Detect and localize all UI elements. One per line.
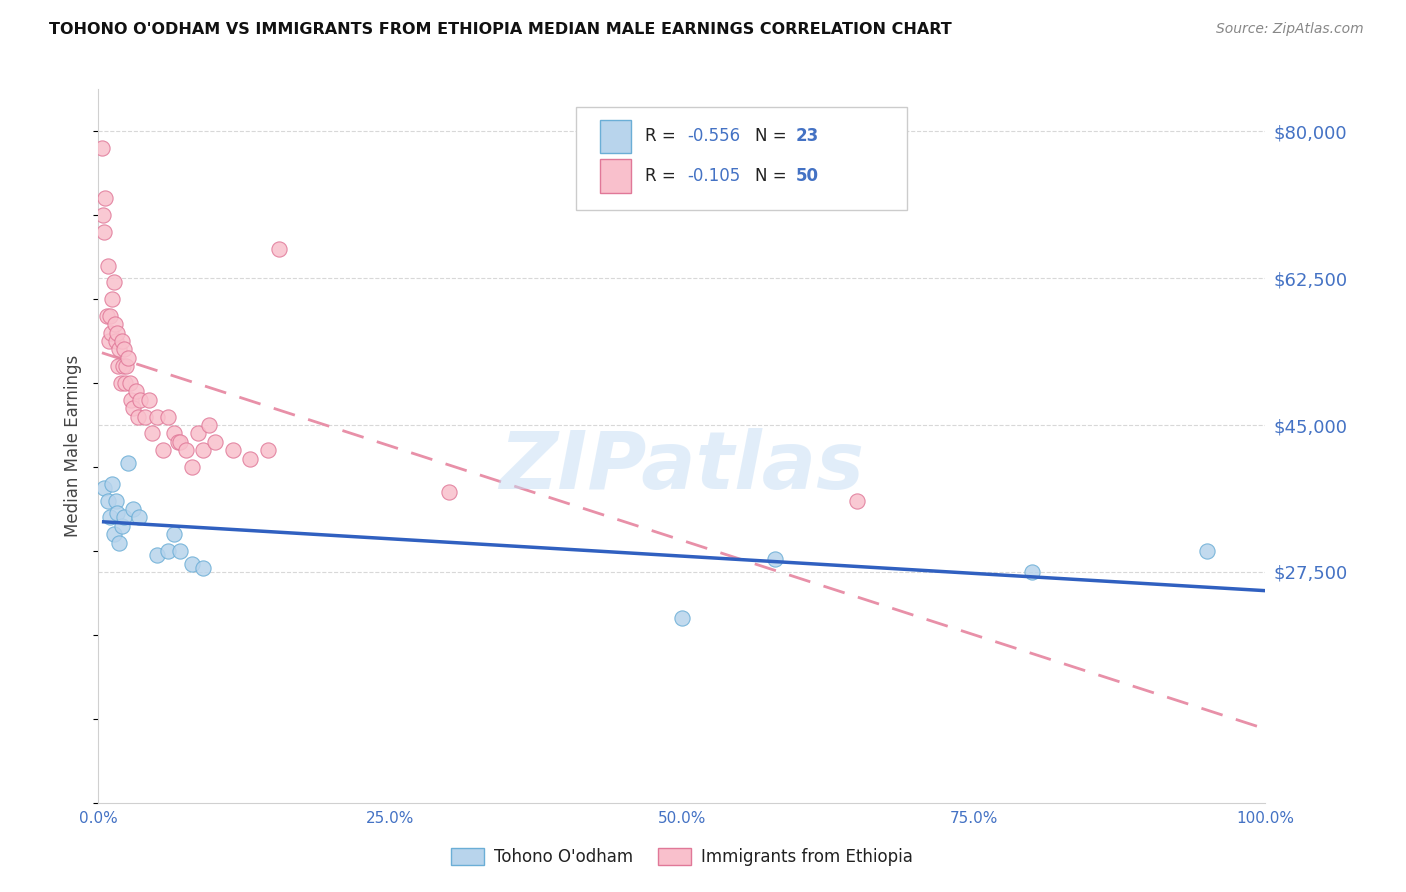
Point [103,527,125,541]
Point [104,334,127,348]
Point [141,426,163,441]
Point [1195,544,1218,558]
Text: R =: R = [645,128,682,145]
Point [193,560,215,574]
Point [134,409,156,424]
Point [198,417,221,432]
Point [163,527,186,541]
Point [120,392,142,407]
Point [105,506,128,520]
Text: N =: N = [755,128,792,145]
Point [127,409,149,424]
Point [112,510,135,524]
Point [117,456,139,470]
Point [91,208,114,222]
Point [122,401,145,416]
Text: ZIPatlas: ZIPatlas [499,428,865,507]
Point [93,225,115,239]
Legend: Tohono O'odham, Immigrants from Ethiopia: Tohono O'odham, Immigrants from Ethiopia [450,847,914,866]
Point [122,502,145,516]
Point [193,443,215,458]
Point [118,376,141,390]
Point [90,141,112,155]
Text: -0.556: -0.556 [688,128,741,145]
Text: -0.105: -0.105 [688,167,741,185]
Point [146,548,169,562]
Point [125,384,148,399]
Point [111,334,134,348]
Point [169,434,191,449]
Point [157,544,180,558]
Point [187,426,209,441]
Point [129,392,152,407]
Point [128,510,150,524]
Text: N =: N = [755,167,792,185]
Point [112,343,135,357]
Point [108,535,131,549]
Point [96,309,118,323]
Point [101,476,124,491]
Point [166,434,188,449]
Point [152,443,174,458]
Point [1021,565,1043,579]
Text: Source: ZipAtlas.com: Source: ZipAtlas.com [1216,22,1364,37]
Point [163,426,186,441]
Point [138,392,160,407]
Point [269,242,291,256]
Point [104,318,127,332]
Point [94,191,117,205]
Text: TOHONO O'ODHAM VS IMMIGRANTS FROM ETHIOPIA MEDIAN MALE EARNINGS CORRELATION CHAR: TOHONO O'ODHAM VS IMMIGRANTS FROM ETHIOP… [49,22,952,37]
Point [111,359,134,374]
Point [100,326,122,340]
Point [114,376,136,390]
Point [239,451,262,466]
Point [115,359,138,374]
Point [846,493,869,508]
Point [98,510,121,524]
Point [763,552,786,566]
Text: 23: 23 [796,128,820,145]
Point [97,259,120,273]
Point [97,334,120,348]
Point [103,275,125,289]
Point [111,518,134,533]
Point [169,544,191,558]
Point [671,611,693,625]
Point [204,434,226,449]
Point [108,343,131,357]
Point [101,292,124,306]
Point [437,485,460,500]
Point [174,443,197,458]
Point [180,460,202,475]
Point [98,309,121,323]
Text: R =: R = [645,167,682,185]
Point [256,443,278,458]
Y-axis label: Median Male Earnings: Median Male Earnings [65,355,83,537]
Point [180,557,202,571]
Point [221,443,243,458]
Point [117,351,139,365]
Point [105,326,128,340]
Point [107,359,129,374]
Point [157,409,180,424]
Point [146,409,169,424]
Text: 50: 50 [796,167,818,185]
Point [97,493,120,508]
Point [110,376,132,390]
Point [104,493,127,508]
Point [93,481,115,495]
